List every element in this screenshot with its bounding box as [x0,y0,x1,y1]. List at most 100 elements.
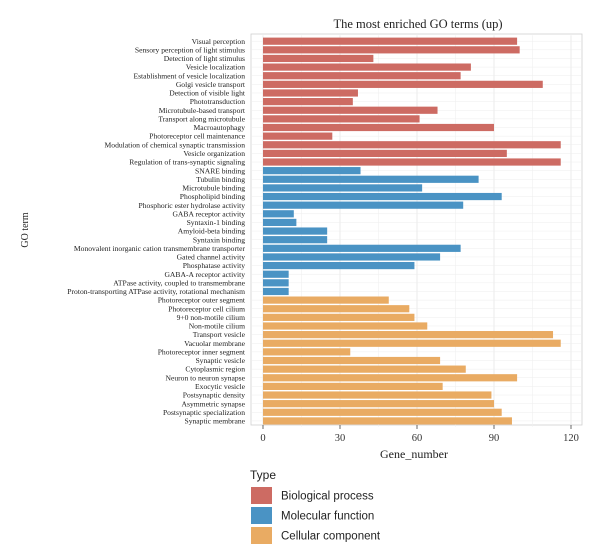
bar [263,236,328,244]
bar [263,72,461,80]
bar [263,296,389,304]
category-label: GABA receptor activity [172,209,245,218]
x-tick-label: 120 [563,433,579,444]
bar [263,356,441,365]
bar [263,132,333,140]
bar [263,322,428,330]
chart-title: The most enriched GO terms (up) [333,17,502,31]
bar [263,63,471,71]
category-label: Tubulin binding [196,175,245,184]
bar [263,382,443,390]
category-label: Neuron to neuron synapse [165,373,245,382]
bar [263,331,554,339]
category-label: Modulation of chemical synaptic transmis… [105,140,246,149]
bar [263,339,561,347]
category-label: Postsynaptic density [183,391,245,400]
category-label: Phosphoric ester hydrolase activity [139,201,246,210]
legend-label: Molecular function [281,511,374,523]
category-label: SNARE binding [195,166,245,175]
x-tick-label: 30 [335,433,346,444]
x-tick-label: 90 [489,433,500,444]
bar [263,313,415,321]
category-label: Vesicle organization [183,149,245,158]
bar [263,175,479,183]
bar [263,261,415,270]
bar [263,218,297,227]
bar [263,158,561,166]
category-label: Golgi vesicle transport [176,80,246,89]
bar [263,89,358,97]
bar [263,348,351,356]
bar [263,54,374,63]
bar [263,184,423,192]
bar [263,46,520,54]
bar [263,201,464,209]
bar [263,141,561,149]
category-label: Cytoplasmic region [185,365,245,374]
legend-label: Biological process [281,491,374,503]
category-label: ATPase activity, coupled to transmembran… [113,278,245,287]
category-label: 9+0 non-motile cilium [177,313,245,322]
category-label: Establishment of vesicle localization [133,71,245,80]
category-label: Regulation of trans-synaptic signaling [129,158,245,167]
category-label: Phosphatase activity [183,261,245,270]
legend-swatch [251,507,272,524]
bar [263,305,410,313]
category-label: Asymmetric synapse [182,399,246,408]
bar [263,106,438,114]
legend-title: Type [250,468,276,482]
bar [263,253,441,261]
bar [263,270,289,278]
bar [263,374,518,382]
category-label: Synaptic membrane [184,417,245,426]
category-label: Gated channel activity [177,253,246,262]
category-label: Photoreceptor cell cilium [168,304,245,313]
x-axis-label: Gene_number [380,447,448,461]
bar [263,287,289,296]
bar [263,279,289,287]
category-label: Syntaxin binding [193,235,245,244]
category-label: Synaptic vesicle [195,356,245,365]
x-axis-ticks: 0 30 60 90 120 [260,425,579,444]
bar [263,192,502,201]
category-label: GABA-A receptor activity [164,270,245,279]
bar [263,149,507,157]
category-label: Microtubule-based transport [159,106,246,115]
category-label: Microtubule binding [182,184,245,193]
category-label: Detection of light stimulus [164,54,245,63]
bar [263,123,494,132]
category-label: Transport along microtubule [158,114,245,123]
bar [263,391,492,399]
category-label: Monovalent inorganic cation transmembran… [74,244,246,253]
x-tick-label: 0 [260,433,265,444]
bars-layer [263,37,561,425]
bar [263,80,543,88]
legend-label: Cellular component [281,531,381,543]
category-label: Syntaxin-1 binding [187,218,246,227]
bar [263,365,466,373]
legend-items: Biological process Molecular function Cell… [251,487,381,544]
y-axis-label: GO term [20,212,31,247]
category-label: Phototransduction [190,97,245,106]
legend-swatch [251,487,272,504]
category-label: Phospholipid binding [180,192,245,201]
category-label: Sensory perception of light stimulus [135,45,245,54]
x-tick-label: 60 [412,433,423,444]
category-label: Proton-transporting ATPase activity, rot… [67,287,245,296]
legend-swatch [251,527,272,544]
bar [263,417,512,425]
bar [263,115,420,123]
category-label: Postsynaptic specialization [163,408,245,417]
category-label: Vesicle localization [186,63,245,72]
category-label: Macroautophagy [194,123,246,132]
bar [263,167,361,175]
category-label: Non-motile cilium [189,322,245,331]
category-label: Amyloid-beta binding [178,227,245,236]
bar [263,98,353,106]
category-label: Visual perception [192,37,246,46]
bar [263,227,328,235]
bar [263,244,461,252]
category-label: Vacuolar membrane [184,339,246,348]
